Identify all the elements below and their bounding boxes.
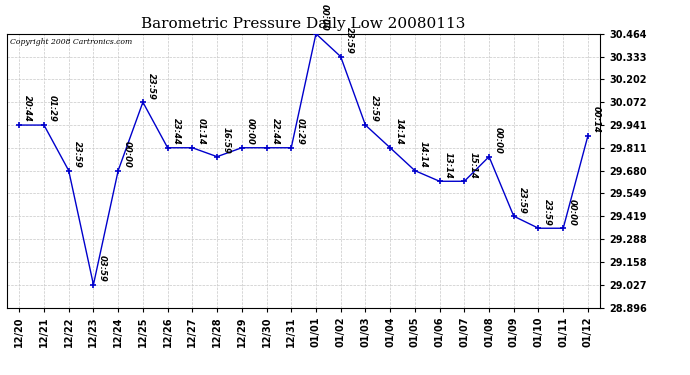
Text: 16:59: 16:59: [221, 127, 230, 154]
Text: 13:14: 13:14: [444, 152, 453, 178]
Text: 23:44: 23:44: [172, 118, 181, 145]
Text: 20:44: 20:44: [23, 95, 32, 122]
Text: 00:00: 00:00: [122, 141, 131, 168]
Text: Copyright 2008 Cartronics.com: Copyright 2008 Cartronics.com: [10, 38, 132, 46]
Text: 23:59: 23:59: [345, 27, 354, 54]
Text: 23:59: 23:59: [73, 141, 82, 168]
Text: 15:14: 15:14: [469, 152, 477, 178]
Text: 22:44: 22:44: [270, 118, 279, 145]
Title: Barometric Pressure Daily Low 20080113: Barometric Pressure Daily Low 20080113: [141, 17, 466, 31]
Text: 01:14: 01:14: [197, 118, 206, 145]
Text: 23:59: 23:59: [370, 95, 379, 122]
Text: 14:14: 14:14: [419, 141, 428, 168]
Text: 00:14: 00:14: [592, 106, 601, 133]
Text: 00:00: 00:00: [567, 199, 576, 225]
Text: 23:59: 23:59: [147, 72, 156, 99]
Text: 01:29: 01:29: [295, 118, 304, 145]
Text: 00:00: 00:00: [246, 118, 255, 145]
Text: 23:59: 23:59: [542, 199, 551, 225]
Text: 00:00: 00:00: [493, 127, 502, 154]
Text: 03:59: 03:59: [97, 255, 106, 282]
Text: 00:00: 00:00: [320, 4, 329, 31]
Text: 01:29: 01:29: [48, 95, 57, 122]
Text: 14:14: 14:14: [394, 118, 403, 145]
Text: 23:59: 23:59: [518, 186, 527, 213]
